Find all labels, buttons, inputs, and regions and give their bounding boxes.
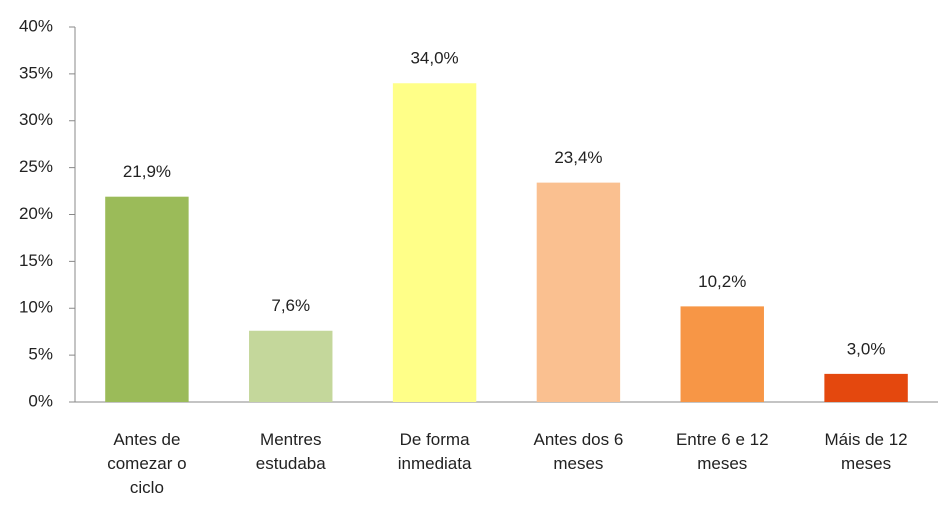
y-tick-label: 30%: [19, 110, 53, 129]
value-label: 21,9%: [123, 162, 171, 181]
y-tick-label: 10%: [19, 298, 53, 317]
x-tick-label: Máis de 12 meses: [824, 430, 908, 473]
value-label: 10,2%: [698, 272, 746, 291]
bar: [249, 330, 333, 402]
value-label: 23,4%: [554, 148, 602, 167]
x-tick-label: Entre 6 e 12 meses: [675, 430, 769, 473]
bar: [536, 182, 621, 402]
y-tick-label: 15%: [19, 251, 53, 270]
bar: [680, 306, 764, 402]
value-label: 7,6%: [271, 296, 310, 315]
x-tick-label: Mentres estudaba: [255, 430, 326, 473]
x-tick-label: Antes dos 6 meses: [533, 430, 624, 473]
value-label: 34,0%: [410, 49, 458, 68]
y-tick-label: 20%: [19, 204, 53, 223]
y-tick-label: 35%: [19, 63, 53, 82]
y-tick-label: 0%: [28, 391, 53, 410]
bar: [105, 196, 189, 402]
y-tick-label: 25%: [19, 157, 53, 176]
y-tick-label: 5%: [28, 345, 53, 364]
value-label: 3,0%: [847, 339, 886, 358]
x-tick-label: Antes de comezar o ciclo: [107, 430, 187, 497]
bar: [824, 373, 908, 402]
x-tick-label: De forma inmediata: [397, 430, 472, 473]
y-tick-label: 40%: [19, 16, 53, 35]
bar: [392, 83, 477, 402]
